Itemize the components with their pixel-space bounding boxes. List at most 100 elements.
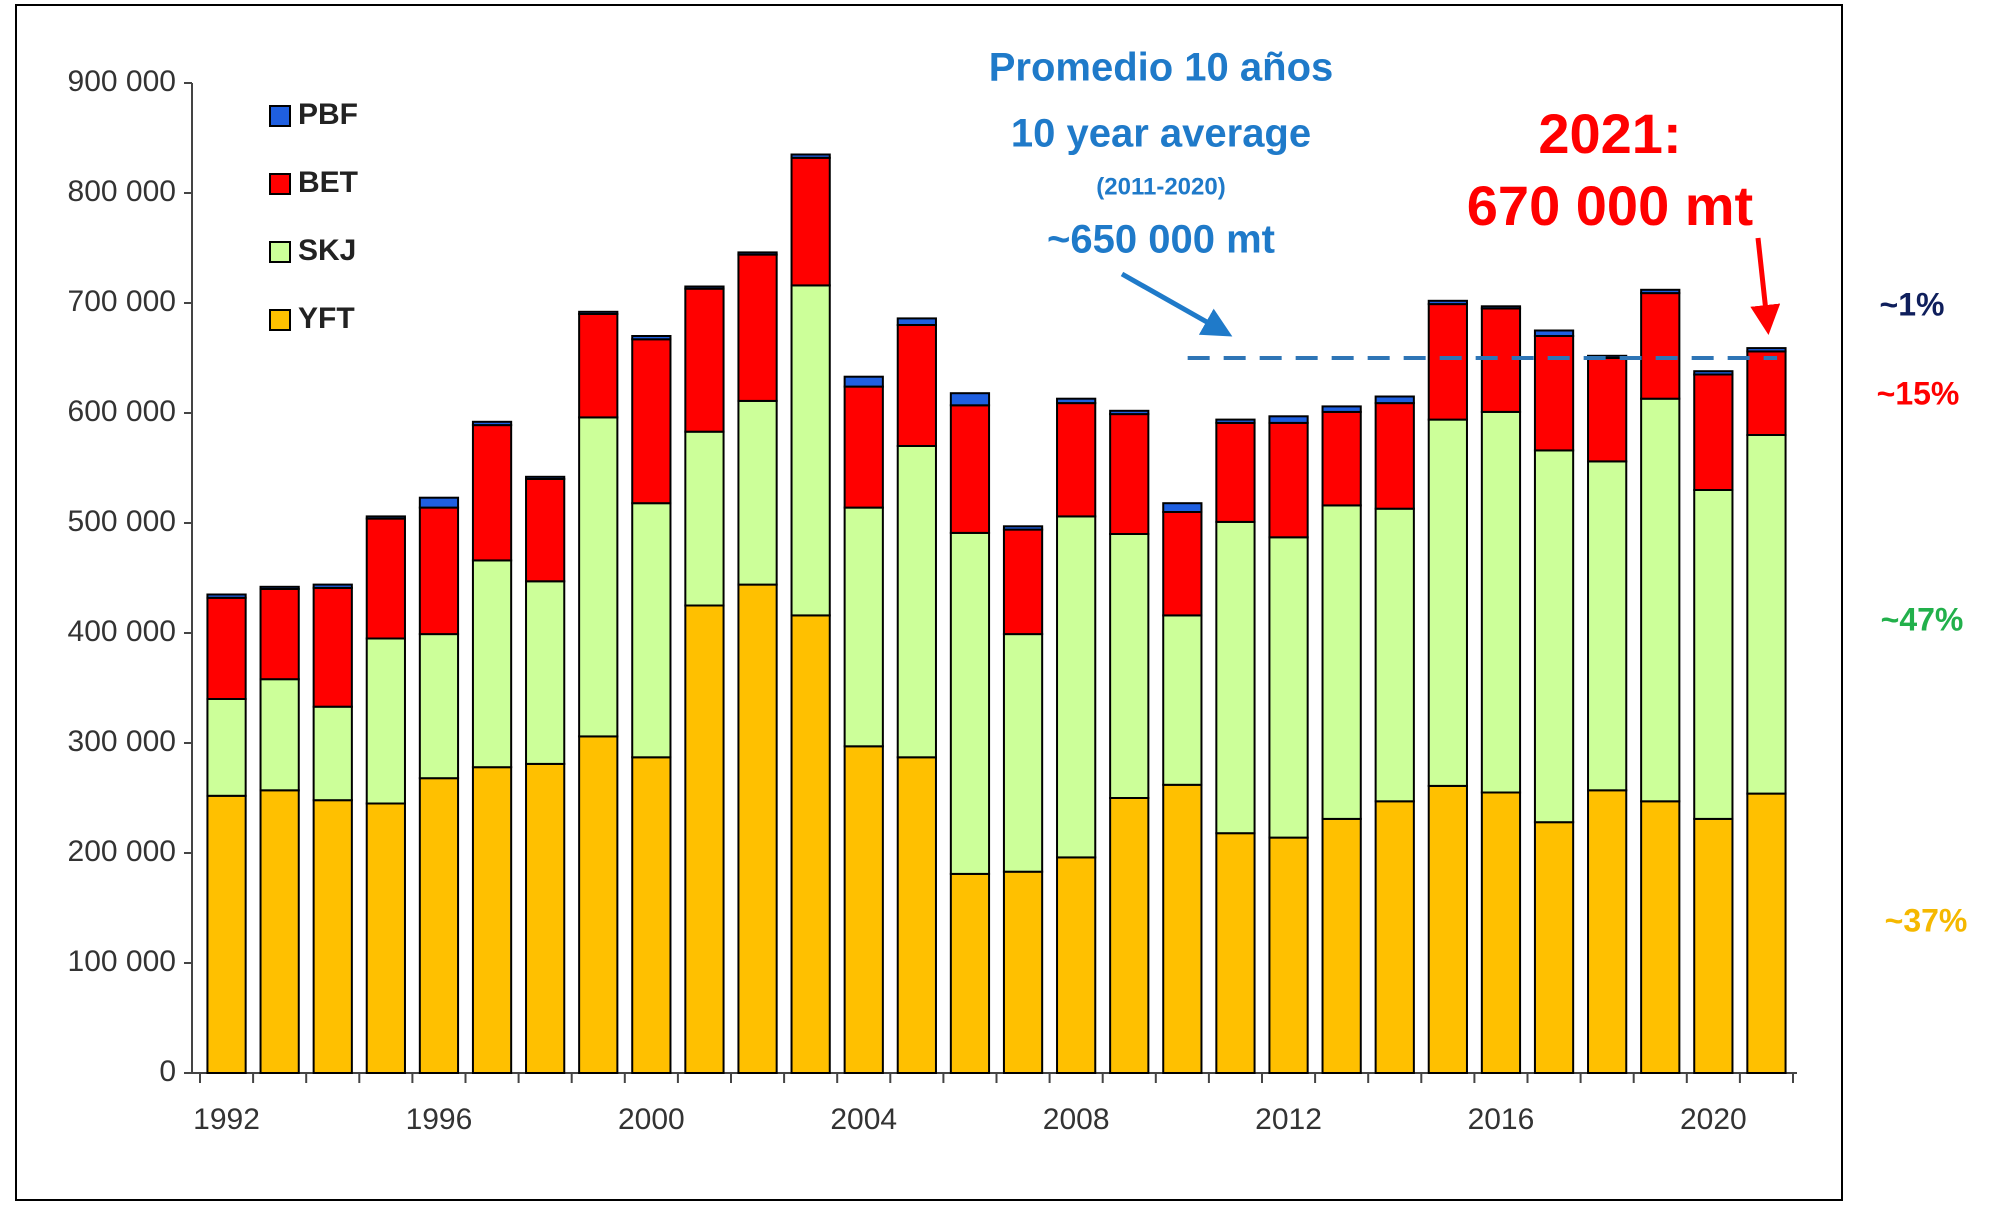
bar-segment xyxy=(896,324,937,447)
bar-segment xyxy=(578,735,619,1075)
bar-segment xyxy=(949,392,991,407)
bar-segment xyxy=(1374,507,1415,803)
bar-segment xyxy=(1746,347,1787,353)
bar-segment xyxy=(1109,797,1150,1074)
bar-segment xyxy=(949,872,991,1075)
bar-segment xyxy=(1533,449,1575,824)
bar-segment xyxy=(365,515,406,520)
bar-segment xyxy=(525,580,566,765)
bar-segment xyxy=(1587,789,1628,1074)
bar-segment xyxy=(471,420,513,427)
bar-segment xyxy=(1640,292,1681,400)
bar-segment xyxy=(365,637,406,805)
bar-segment xyxy=(365,802,406,1074)
bar-segment xyxy=(631,335,672,341)
bar-segment xyxy=(1321,817,1362,1075)
y-tick-label: 700 000 xyxy=(68,285,176,318)
bar-segment xyxy=(1109,413,1150,536)
bar-segment xyxy=(525,762,566,1075)
bar-segment xyxy=(206,593,247,599)
bar-segment xyxy=(1268,836,1309,1074)
bar-segment xyxy=(790,153,831,159)
x-tick-label: 2020 xyxy=(1680,1103,1747,1136)
bar-segment xyxy=(843,506,884,748)
y-tick-label: 400 000 xyxy=(68,615,176,648)
bar-segment xyxy=(1162,614,1203,786)
bar-segment xyxy=(790,156,831,287)
x-tick-label: 2000 xyxy=(618,1103,685,1136)
bar-segment xyxy=(259,789,300,1074)
bar-segment xyxy=(1374,395,1415,405)
bar-segment xyxy=(843,745,884,1074)
bar-segment xyxy=(365,517,406,640)
bar-segment xyxy=(684,285,725,290)
annotation: 10 year average xyxy=(1011,112,1311,156)
bar-segment xyxy=(312,799,353,1074)
bar-segment xyxy=(1162,502,1203,514)
x-tick-label: 2012 xyxy=(1255,1103,1322,1136)
y-tick-label: 300 000 xyxy=(68,725,176,758)
bar-segment xyxy=(1374,800,1415,1074)
bar-segment xyxy=(843,385,884,509)
annotation: 2021: xyxy=(1538,102,1681,165)
bar-segment xyxy=(737,399,778,586)
bar-segment xyxy=(418,506,460,636)
bar-segment xyxy=(206,794,247,1074)
annotation: ~47% xyxy=(1881,601,1964,637)
bar-segment xyxy=(418,777,460,1074)
bar-segment xyxy=(1215,832,1256,1075)
bar-segment xyxy=(737,583,778,1074)
annotation: ~15% xyxy=(1877,375,1960,411)
bar-segment xyxy=(418,633,460,780)
bar-segment xyxy=(631,338,672,505)
bar-segment xyxy=(1268,415,1309,424)
bar-segment xyxy=(1056,515,1097,859)
bar-segment xyxy=(843,375,884,388)
y-tick-label: 100 000 xyxy=(68,945,176,978)
y-tick-label: 600 000 xyxy=(68,395,176,428)
x-tick-label: 1996 xyxy=(406,1103,473,1136)
bar-segment xyxy=(1215,421,1256,523)
bar-segment xyxy=(1693,489,1734,820)
bar-segment xyxy=(1533,329,1575,337)
bar-segment xyxy=(949,404,991,534)
legend-swatch xyxy=(269,241,291,263)
bar-segment xyxy=(312,705,353,802)
x-tick-label: 2004 xyxy=(830,1103,897,1136)
bar-segment xyxy=(1746,434,1787,795)
bar-segment xyxy=(259,585,300,590)
bar-segment xyxy=(471,766,513,1074)
bar-segment xyxy=(259,588,300,681)
bar-segment xyxy=(684,287,725,433)
bar-segment xyxy=(312,583,353,589)
bar-segment xyxy=(525,475,566,480)
bar-segment xyxy=(1693,373,1734,491)
bar-segment xyxy=(1109,409,1150,416)
bar-segment xyxy=(471,424,513,562)
bar-segment xyxy=(1480,305,1522,310)
bar-segment xyxy=(525,478,566,583)
bar-segment xyxy=(1056,397,1097,405)
bar-segment xyxy=(1746,350,1787,436)
bar-segment xyxy=(1587,357,1628,463)
arrow xyxy=(1750,237,1781,335)
bar-segment xyxy=(1693,817,1734,1075)
bar-segment xyxy=(1002,528,1044,636)
bar-segment xyxy=(1002,525,1044,531)
bar-segment xyxy=(1056,402,1097,518)
bar-segment xyxy=(578,310,619,315)
bar-segment xyxy=(1480,410,1522,794)
bar-segment xyxy=(578,416,619,738)
bar-segment xyxy=(684,604,725,1074)
annotation: ~37% xyxy=(1885,902,1968,938)
bar-segment xyxy=(1109,533,1150,799)
x-tick-label: 2008 xyxy=(1043,1103,1110,1136)
y-tick-label: 500 000 xyxy=(68,505,176,538)
bar-segment xyxy=(1640,800,1681,1074)
bar-segment xyxy=(631,502,672,759)
bar-segment xyxy=(737,251,778,256)
bar-segment xyxy=(1427,299,1468,306)
annotation: (2011-2020) xyxy=(1096,173,1225,200)
y-tick-label: 900 000 xyxy=(68,65,176,98)
